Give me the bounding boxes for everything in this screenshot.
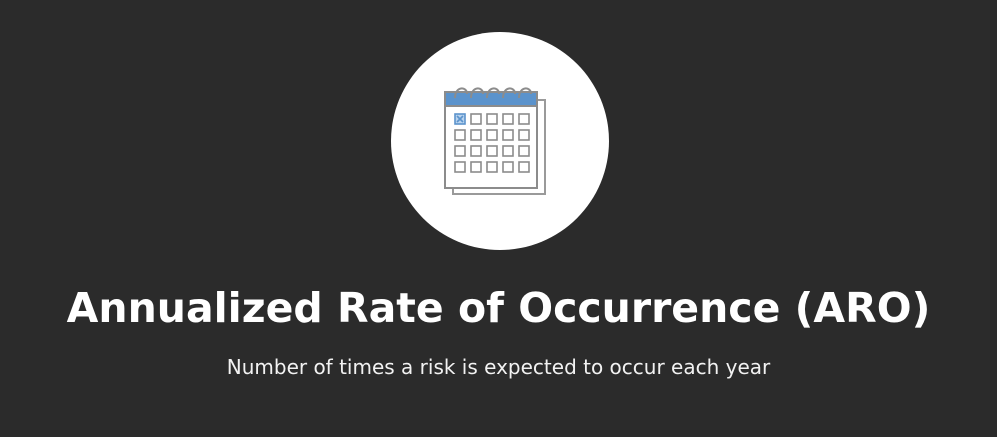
marked-day-x-icon <box>456 115 464 123</box>
calendar-day-box <box>486 113 498 125</box>
calendar-day-box <box>486 129 498 141</box>
calendar-day-box <box>518 145 530 157</box>
calendar-day-box <box>454 161 466 173</box>
calendar-day-box <box>502 145 514 157</box>
calendar-day-box <box>470 145 482 157</box>
calendar-day-box <box>486 161 498 173</box>
icon-circle <box>391 32 609 250</box>
calendar-day-box <box>502 161 514 173</box>
calendar-day-box <box>470 113 482 125</box>
calendar-day-box <box>518 129 530 141</box>
slide-subtitle: Number of times a risk is expected to oc… <box>226 355 771 379</box>
calendar-day-box <box>518 161 530 173</box>
calendar-icon <box>444 87 546 195</box>
calendar-day-box <box>454 129 466 141</box>
calendar-day-box <box>502 113 514 125</box>
calendar-day-box <box>454 145 466 157</box>
slide-title: Annualized Rate of Occurrence (ARO) <box>66 284 931 332</box>
calendar-day-box <box>518 113 530 125</box>
calendar-day-box <box>486 145 498 157</box>
calendar-day-box <box>470 161 482 173</box>
calendar-day-box <box>502 129 514 141</box>
calendar-day-box <box>470 129 482 141</box>
